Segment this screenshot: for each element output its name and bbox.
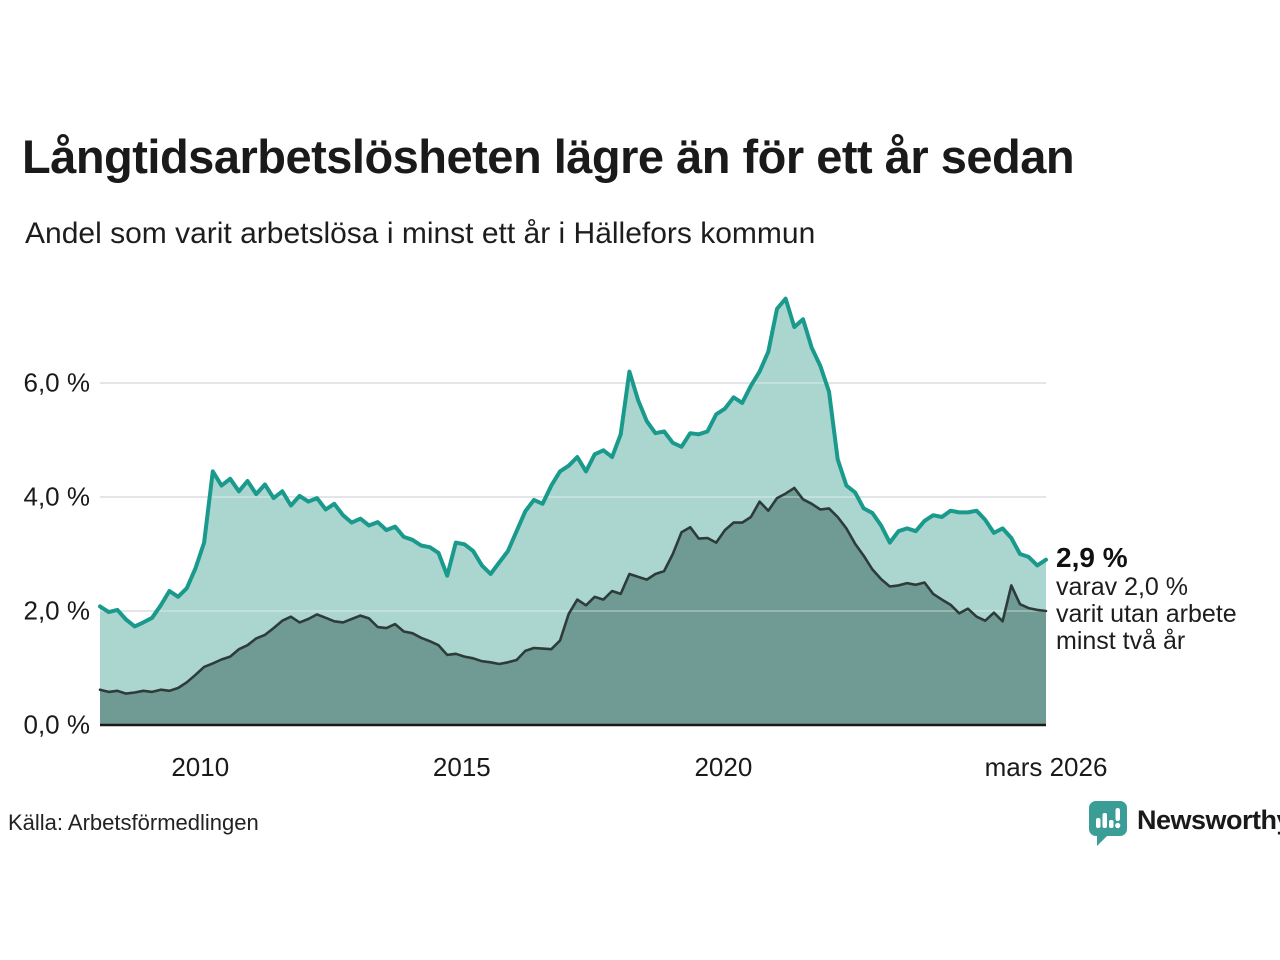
newsworthy-logo: Newsworthy — [1088, 800, 1280, 847]
annotation-value: 2,9 % — [1056, 542, 1128, 573]
x-tick-label: mars 2026 — [984, 752, 1108, 782]
x-tick-label: 2010 — [171, 752, 230, 782]
y-tick-label: 0,0 % — [23, 709, 91, 740]
line-unemployed-2yr — [98, 486, 1048, 695]
newsworthy-logo-icon — [1089, 801, 1127, 846]
newsworthy-logo-text: Newsworthy — [1137, 805, 1280, 835]
line-unemployed-1yr — [98, 296, 1048, 629]
page-subtitle: Andel som varit arbetslösa i minst ett å… — [25, 217, 816, 250]
annotation-line: varav 2,0 % — [1056, 573, 1189, 601]
end-value-annotation: 2,9 % varav 2,0 % varit utan arbete mins… — [1056, 544, 1276, 655]
annotation-line: varit utan arbete — [1056, 600, 1237, 628]
x-tick-label: 2015 — [432, 752, 491, 782]
annotation-line: minst två år — [1056, 627, 1186, 655]
y-tick-label: 4,0 % — [23, 481, 91, 512]
y-tick-label: 2,0 % — [23, 595, 91, 626]
area-unemployed-2yr — [100, 487, 1046, 725]
source-note: Källa: Arbetsförmedlingen — [8, 810, 259, 835]
y-tick-label: 6,0 % — [23, 367, 91, 398]
x-tick-label: 2020 — [694, 752, 753, 782]
page-title: Långtidsarbetslösheten lägre än för ett … — [22, 130, 1075, 183]
